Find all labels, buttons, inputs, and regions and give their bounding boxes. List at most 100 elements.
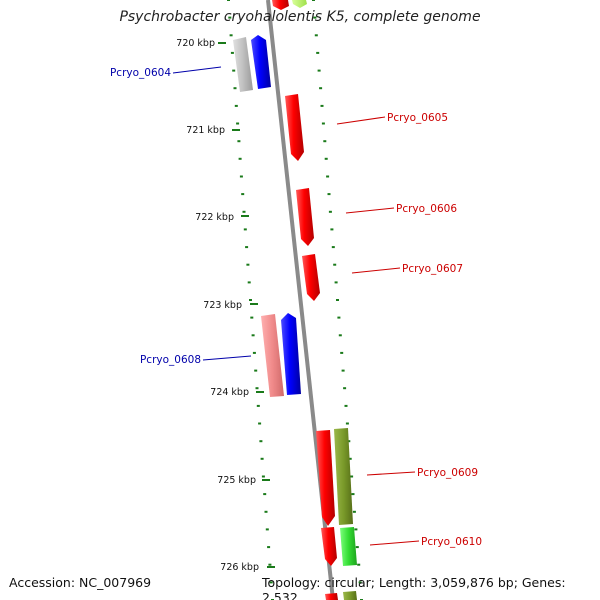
- scale-tick: [230, 51, 234, 54]
- scale-tick: [247, 281, 251, 284]
- scale-tick: [241, 193, 245, 196]
- scale-label: 721 kbp: [186, 125, 225, 136]
- scale-tick: [324, 157, 328, 160]
- scale-tick: [328, 210, 332, 213]
- scale-tick: [265, 528, 269, 531]
- scale-tick: [348, 457, 352, 460]
- scale-tick: [323, 140, 327, 143]
- scale-tick: [232, 69, 236, 72]
- gene-arrow-pcryo-0605: [285, 94, 304, 161]
- scale-tick: [239, 175, 243, 178]
- scale-tick: [337, 316, 341, 319]
- scale-tick: [261, 475, 265, 478]
- scale-tick: [352, 510, 356, 513]
- scale-tick: [350, 475, 354, 478]
- scale-tick: [238, 157, 242, 160]
- scale-tick: [264, 510, 268, 513]
- gene-arrow-pcryo-0610: [340, 527, 357, 566]
- gene-partial-red-bottom: [325, 593, 338, 600]
- gene-arrow-pcryo-0608: [281, 313, 301, 395]
- scale-tick: [254, 369, 258, 372]
- scale-tick: [249, 299, 252, 301]
- scale-tick: [343, 387, 347, 390]
- gene-partial-lime-top: [292, 0, 307, 8]
- scale-tick: [345, 422, 349, 425]
- scale-tick: [259, 440, 263, 443]
- scale-label: 722 kbp: [195, 212, 234, 223]
- scale-tick: [312, 0, 315, 1]
- scale-tick: [334, 281, 338, 284]
- scale-tick: [233, 87, 237, 90]
- gene-label-pcryo-0604[interactable]: Pcryo_0604: [110, 67, 171, 79]
- scale-tick: [242, 210, 246, 213]
- scale-label: 723 kbp: [203, 300, 242, 311]
- scale-tick: [252, 351, 256, 354]
- scale-label: 726 kbp: [220, 562, 259, 573]
- gene-label-pcryo-0605[interactable]: Pcryo_0605: [387, 112, 448, 124]
- scale-tick: [319, 87, 323, 90]
- gene-partial-olive-bottom: [343, 591, 357, 600]
- scale-tick: [269, 581, 273, 584]
- scale-tick: [255, 387, 259, 390]
- scale-tick: [251, 334, 255, 337]
- scale-ticks-right: [312, 0, 363, 600]
- scale-tick: [260, 457, 264, 460]
- gene-labels: Pcryo_0604 Pcryo_0605 Pcryo_0606 Pcryo_0…: [110, 66, 482, 548]
- scale-label: 724 kbp: [210, 387, 249, 398]
- gene-gray-0603: [233, 37, 253, 92]
- scale-tick: [229, 34, 233, 37]
- scale-tick: [250, 316, 254, 319]
- scale-tick: [263, 493, 267, 496]
- scale-tick: [227, 0, 230, 1]
- map-title: Psychrobacter cryohalolentis K5, complet…: [119, 9, 481, 25]
- scale-tick: [347, 440, 351, 443]
- scale-tick: [321, 122, 325, 125]
- scale-tick: [316, 51, 320, 54]
- gene-arrow-pcryo-0609: [316, 430, 335, 526]
- scale-tick: [236, 122, 240, 125]
- scale-tick: [330, 228, 334, 231]
- scale-tick: [355, 546, 359, 549]
- gene-red-0610a: [321, 527, 337, 566]
- scale-tick: [256, 404, 260, 407]
- scale-label: 725 kbp: [217, 475, 256, 486]
- scale-tick: [340, 351, 344, 354]
- accession-label: Accession: NC_007969: [9, 575, 152, 590]
- scale-tick: [245, 246, 249, 249]
- scale-tick: [354, 528, 358, 531]
- gene-label-pcryo-0610[interactable]: Pcryo_0610: [421, 536, 482, 548]
- genome-summary: Topology: circular; Length: 3,059,876 bp…: [262, 575, 566, 600]
- scale-tick: [344, 404, 348, 407]
- scale-label: 720 kbp: [176, 38, 215, 49]
- gene-pink-0608a: [261, 314, 284, 397]
- scale-tick: [351, 493, 355, 496]
- scale-tick: [358, 581, 362, 584]
- gene-arrow-pcryo-0604: [251, 35, 271, 89]
- scale-tick: [228, 16, 232, 19]
- scale-tick: [320, 104, 324, 107]
- scale-tick: [317, 69, 321, 72]
- scale-tick: [357, 563, 361, 566]
- scale-tick: [258, 422, 262, 425]
- scale-tick: [243, 228, 247, 231]
- scale-tick: [327, 193, 331, 196]
- scale-labels: 720 kbp 721 kbp 722 kbp 723 kbp 724 kbp …: [176, 38, 275, 573]
- scale-tick: [331, 246, 335, 249]
- gene-label-pcryo-0608[interactable]: Pcryo_0608: [140, 354, 201, 366]
- scale-tick: [336, 299, 339, 301]
- gene-arrow-pcryo-0607: [302, 254, 320, 301]
- scale-tick: [267, 546, 271, 549]
- scale-tick: [341, 369, 345, 372]
- gene-label-pcryo-0607[interactable]: Pcryo_0607: [402, 263, 463, 275]
- gene-label-pcryo-0606[interactable]: Pcryo_0606: [396, 203, 457, 215]
- gene-label-pcryo-0609[interactable]: Pcryo_0609: [417, 467, 478, 479]
- scale-tick: [313, 16, 317, 19]
- scale-tick: [314, 34, 318, 37]
- gene-partial-red-top: [272, 0, 289, 10]
- gene-olive-0609b: [334, 428, 353, 525]
- scale-tick: [333, 263, 337, 266]
- scale-tick: [326, 175, 330, 178]
- scale-tick: [338, 334, 342, 337]
